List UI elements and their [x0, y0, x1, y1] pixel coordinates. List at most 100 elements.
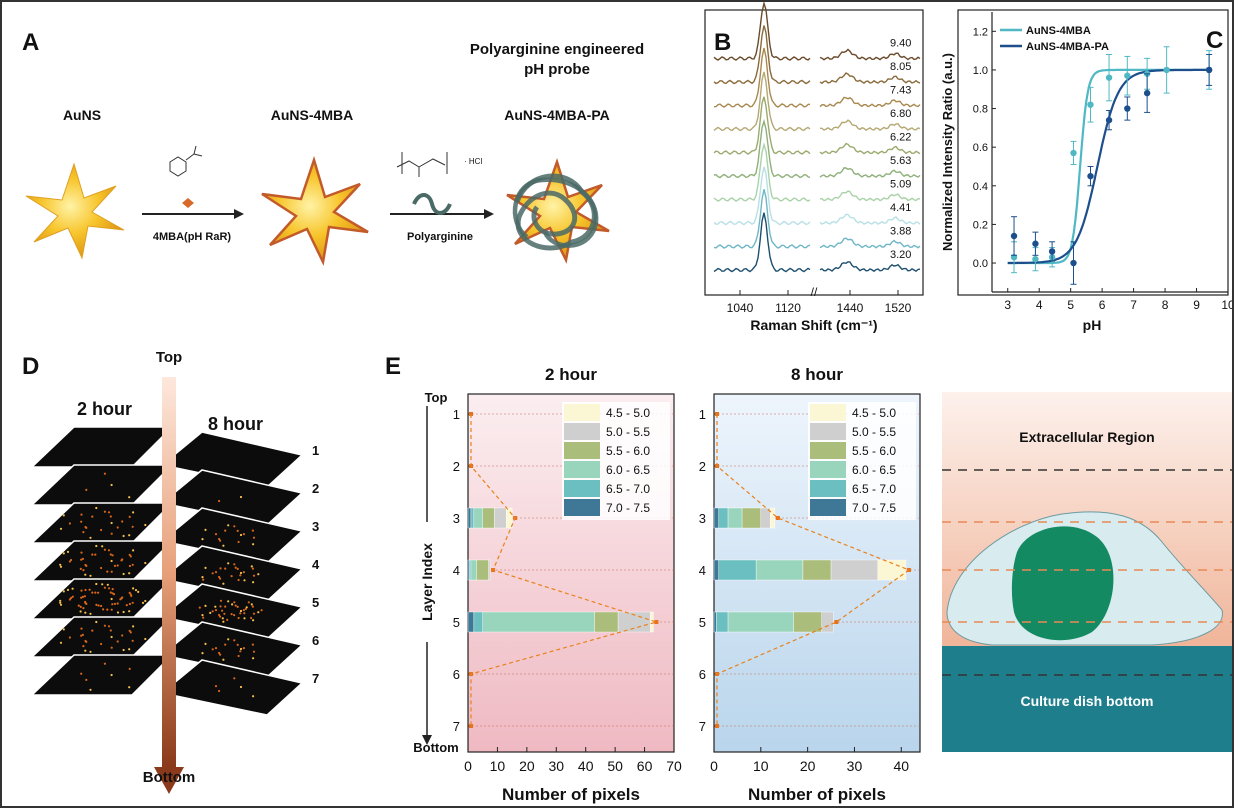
fluorescence-dot — [95, 582, 98, 586]
fluorescence-dot — [82, 607, 85, 610]
bar-end-marker — [469, 724, 473, 728]
y-tick-label: 5 — [699, 615, 706, 630]
hcl-label: · HCl — [464, 157, 482, 166]
z-plane-2-hour — [30, 654, 174, 696]
panel-c-axes: 3 4 5 6 7 8 9 10 0.0 0.2 0.4 0.6 0.8 1.0 1.2 — [973, 12, 1232, 312]
panel-a-header-line2: pH probe — [524, 61, 590, 78]
fluorescence-dot — [110, 532, 113, 535]
fluorescence-dot — [109, 515, 112, 518]
x-tick-label: 0 — [464, 758, 472, 774]
spectrum-ph-label: 3.88 — [890, 226, 911, 238]
fluorescence-dot — [204, 642, 207, 646]
fluorescence-dot — [242, 647, 245, 650]
4mba-molecule-icon — [182, 198, 194, 208]
fluorescence-dot — [80, 627, 83, 630]
fluorescence-dot — [233, 563, 236, 566]
label-ausn-4mba: AuNS-4MBA — [271, 107, 353, 123]
fluorescence-dot — [233, 677, 236, 680]
fluorescence-dot — [59, 527, 63, 530]
fluorescence-dot — [227, 524, 230, 527]
bar-segment — [467, 559, 470, 581]
fluorescence-dot — [224, 529, 227, 532]
fluorescence-dot — [239, 533, 243, 537]
spectrum-ph-label: 4.41 — [890, 202, 911, 214]
y-tick-label: 3 — [453, 511, 460, 526]
spectrum-line-left — [713, 212, 811, 273]
culture-dish — [942, 646, 1232, 752]
fluorescence-dot — [89, 650, 92, 653]
fluorescence-dot — [128, 667, 131, 671]
panel-label-a: A — [22, 29, 39, 56]
bar-segment — [718, 559, 757, 581]
y-tick-label: 5 — [453, 615, 460, 630]
fluorescence-dot — [59, 641, 63, 644]
panel-b-x-axis-label: Raman Shift (cm⁻¹) — [750, 317, 877, 333]
y-tick-label: 4 — [699, 563, 706, 578]
fluorescence-dot — [89, 574, 92, 577]
panel-c-y-tick-label: 1.0 — [973, 65, 988, 77]
fluorescence-dot — [62, 628, 65, 631]
gold-nanostar-plain — [25, 162, 125, 260]
fluorescence-dot — [80, 558, 83, 561]
fluorescence-dot — [250, 616, 253, 620]
fluorescence-dot — [242, 609, 245, 612]
fluorescence-dot — [219, 567, 222, 570]
fluorescence-dot — [116, 640, 119, 643]
spectrum-line-right — [819, 96, 921, 108]
fluorescence-dot — [201, 652, 204, 655]
spectrum-line-left — [713, 2, 811, 61]
bar-segment — [482, 507, 495, 529]
layer-index-label-bg — [416, 522, 438, 642]
spectrum-ph-label: 8.05 — [890, 61, 911, 73]
y-tick-label: 7 — [699, 719, 706, 734]
legend-swatch — [810, 423, 846, 440]
fluorescence-dot — [110, 483, 113, 487]
fluorescence-dot — [251, 643, 254, 646]
chart-title: 8 hour — [791, 365, 843, 384]
fluorescence-dot — [79, 605, 82, 609]
bar-segment — [506, 507, 513, 529]
fluorescence-dot — [245, 606, 248, 609]
fluorescence-dot — [218, 537, 221, 541]
fluorescence-dot — [252, 543, 255, 546]
fluorescence-dot — [110, 597, 113, 601]
fluorescence-dot — [68, 636, 71, 639]
fluorescence-dot — [201, 576, 204, 579]
legend-swatch — [564, 480, 600, 497]
fluorescence-dot — [91, 629, 94, 632]
fluorescence-dot — [218, 499, 221, 503]
data-point — [1105, 74, 1113, 81]
fluorescence-dot — [122, 610, 125, 614]
fluorescence-dot — [233, 639, 236, 642]
bar-segment — [802, 559, 832, 581]
fluorescence-dot — [224, 605, 227, 608]
fluorescence-dot — [214, 571, 218, 574]
fluorescence-dot — [110, 521, 113, 525]
fluorescence-dot — [221, 609, 224, 612]
fluorescence-dot — [106, 583, 109, 586]
spectrum-ph-label: 6.22 — [890, 132, 911, 144]
fluorescence-dot — [239, 571, 243, 575]
fluorescence-dot — [237, 654, 240, 658]
fluorescence-dot — [66, 588, 70, 592]
panel-b-tick-label: 1040 — [727, 301, 754, 315]
fluorescence-dot — [222, 582, 225, 585]
fluorescence-dot — [221, 617, 224, 620]
fluorescence-dot — [257, 573, 260, 576]
fluorescence-dot — [242, 533, 245, 536]
fluorescence-dot — [214, 647, 218, 650]
arrow1-label: 4MBA(pH RaR) — [153, 231, 232, 243]
fluorescence-dot — [132, 625, 135, 628]
bar-segment — [718, 507, 729, 529]
y-tick-label: 7 — [453, 719, 460, 734]
fluorescence-dot — [236, 643, 239, 647]
bar-segment — [488, 559, 491, 581]
layer-number: 4 — [312, 557, 320, 572]
y-tick-label: 6 — [699, 667, 706, 682]
fluorescence-dot — [80, 513, 83, 516]
fluorescence-dot — [214, 533, 218, 536]
bar-segment — [741, 507, 762, 529]
fluorescence-dot — [236, 605, 239, 609]
fluorescence-dot — [219, 615, 222, 618]
fluorescence-dot — [233, 525, 236, 528]
